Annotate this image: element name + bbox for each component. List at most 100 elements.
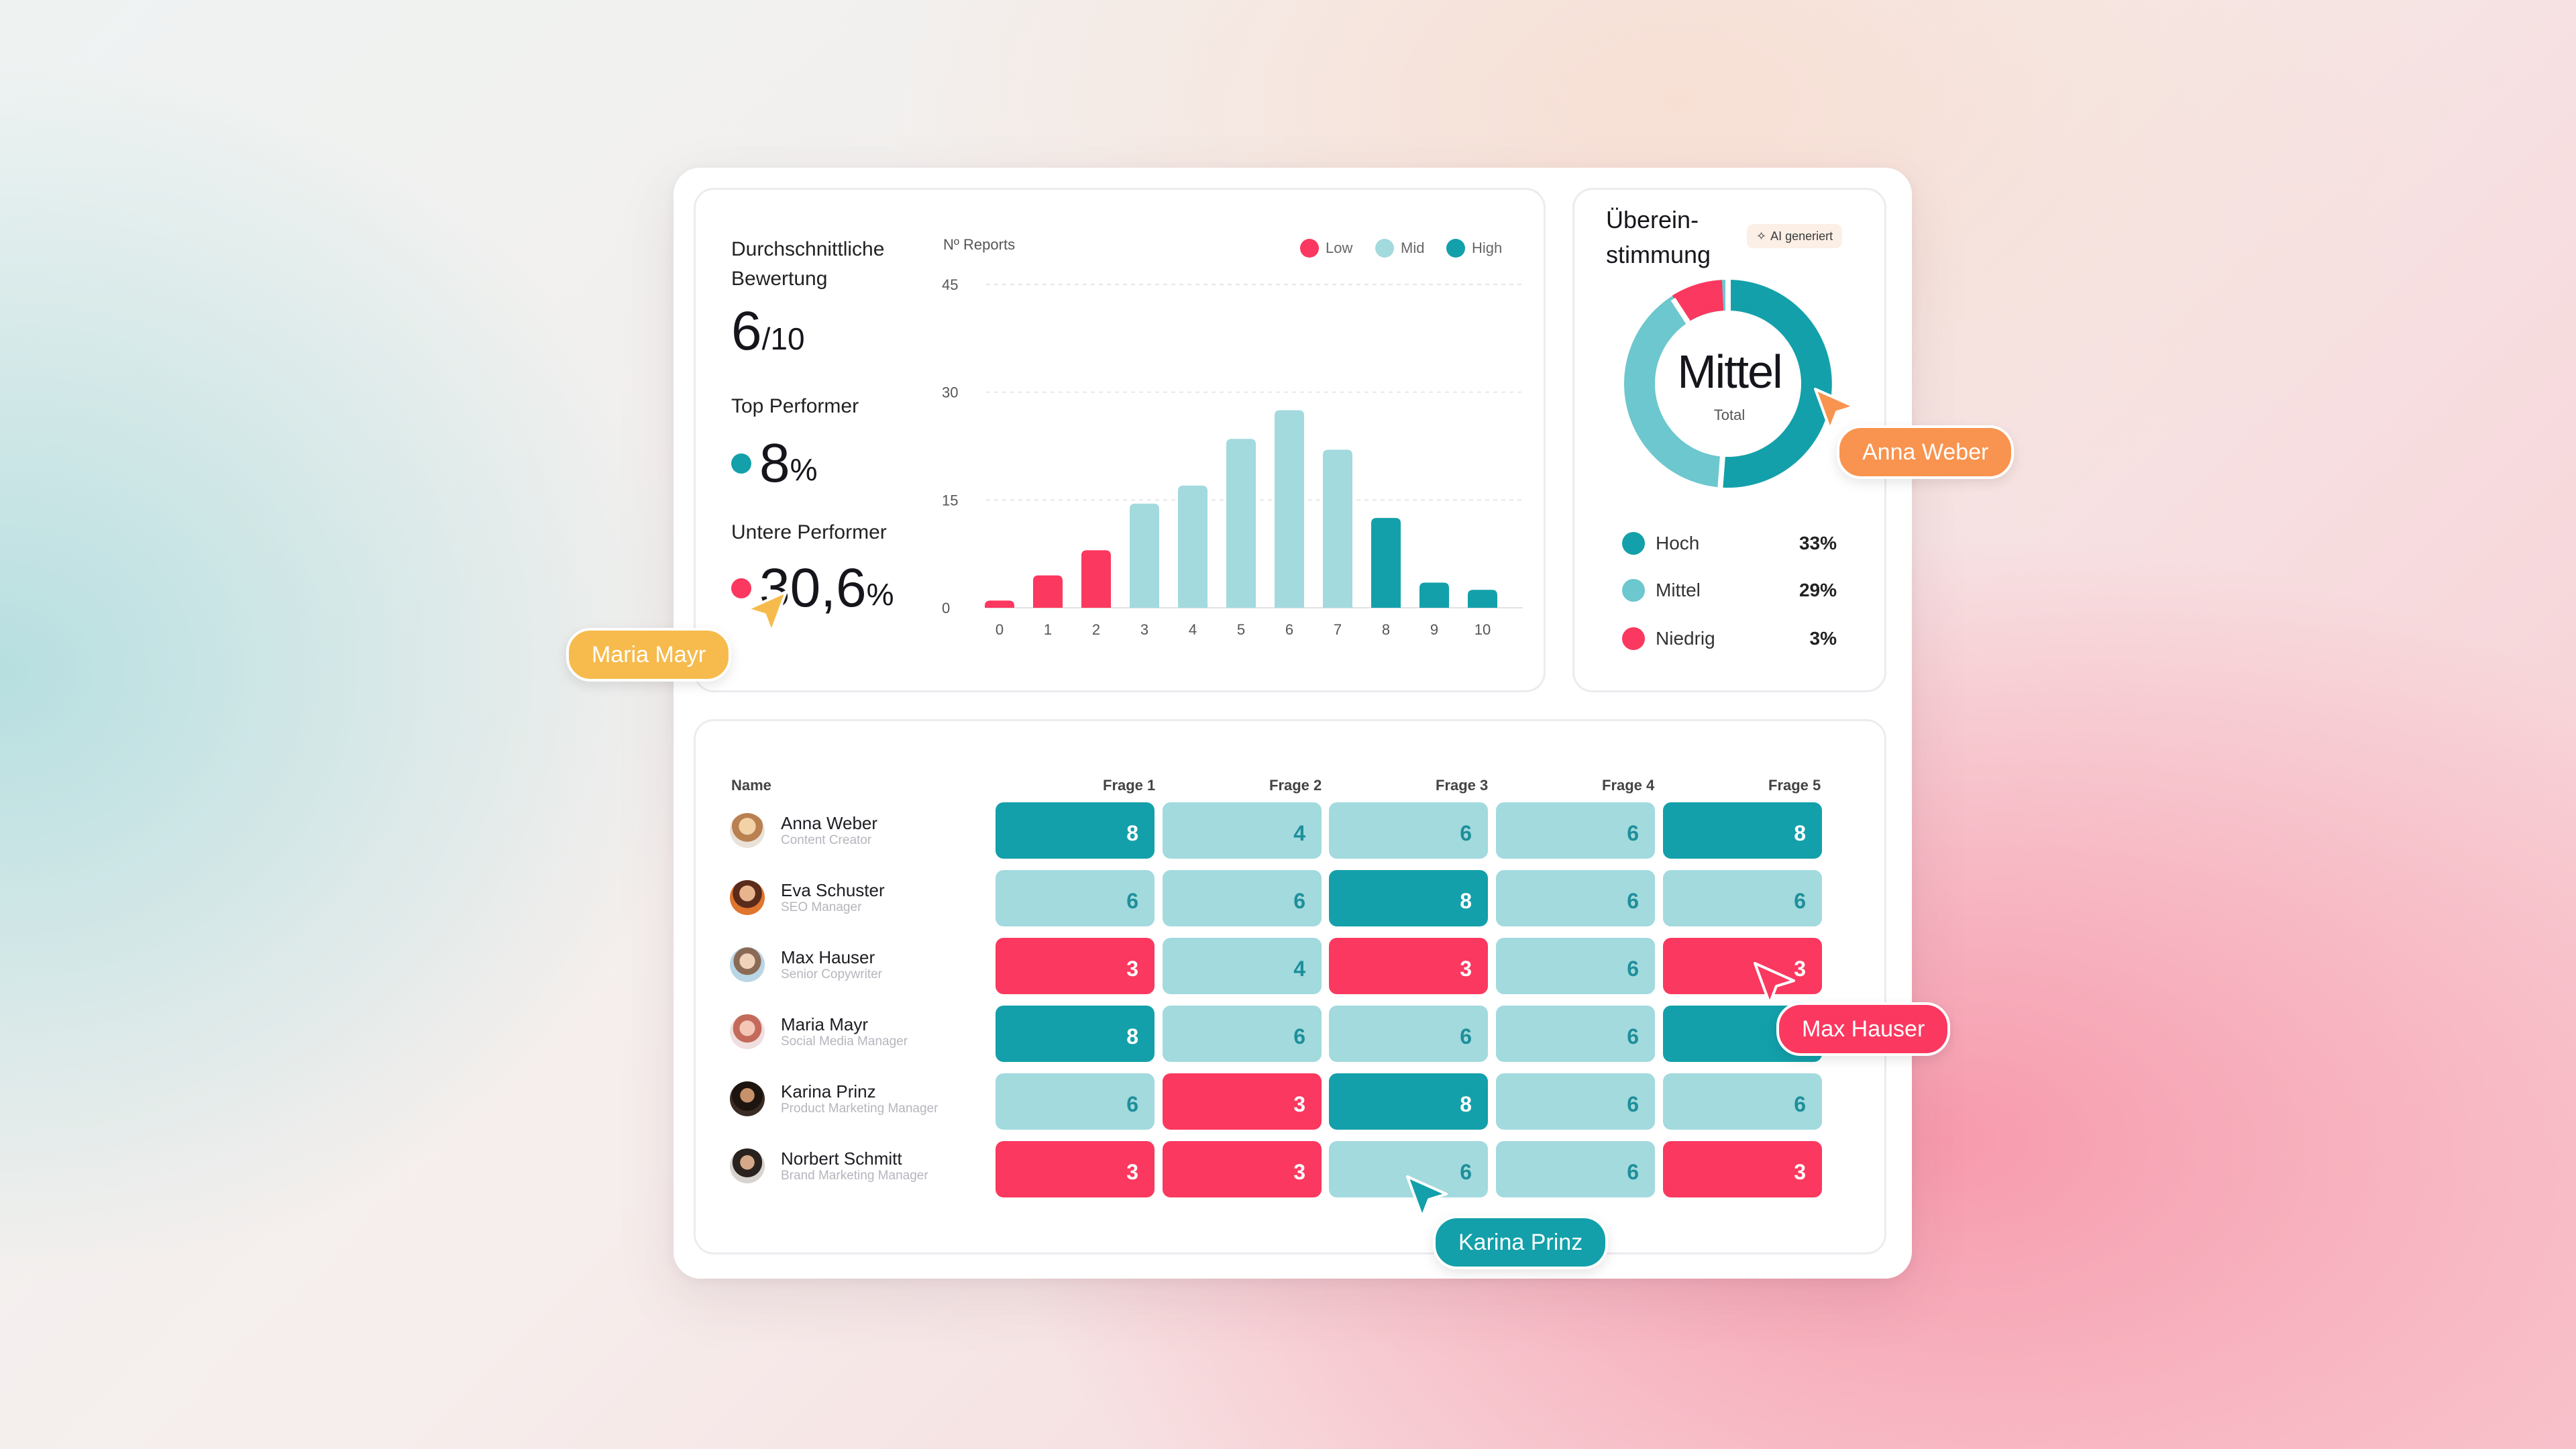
table-row-person[interactable]: Anna Weber Content Creator	[730, 810, 971, 851]
x-tick-label: 6	[1285, 621, 1293, 638]
avatar	[730, 813, 765, 848]
x-tick-label: 10	[1474, 621, 1491, 638]
bar-3[interactable]	[1130, 503, 1159, 608]
score-cell[interactable]: 3	[1329, 938, 1488, 994]
score-cell[interactable]: 8	[1663, 802, 1822, 859]
person-name: Max Hauser	[781, 947, 875, 967]
x-tick-label: 7	[1334, 621, 1342, 638]
average-rating-value: 6/10	[731, 301, 805, 362]
y-tick-label: 15	[942, 492, 958, 508]
score-cell[interactable]: 6	[1663, 870, 1822, 926]
column-header-frage-5[interactable]: Frage 5	[1768, 777, 1821, 794]
bar-5[interactable]	[1226, 439, 1256, 608]
score-cell[interactable]: 6	[1329, 1006, 1488, 1062]
top-performer-dot	[731, 453, 751, 474]
y-tick-label: 30	[942, 384, 958, 401]
score-cell[interactable]: 3	[1163, 1073, 1322, 1130]
score-cell[interactable]: 6	[1163, 1006, 1322, 1062]
donut-segment-niedrig	[1672, 280, 1724, 322]
person-name: Maria Mayr	[781, 1014, 869, 1034]
person-name: Karina Prinz	[781, 1081, 876, 1102]
score-cell[interactable]: 3	[996, 938, 1155, 994]
score-cell[interactable]: 6	[1163, 870, 1322, 926]
score-cell[interactable]: 6	[1329, 1141, 1488, 1197]
ai-generated-badge[interactable]: ✧ AI generiert	[1747, 224, 1843, 248]
agreement-legend-niedrig: Niedrig 3%	[1622, 625, 1837, 652]
sparkle-icon: ✧	[1756, 229, 1767, 243]
y-tick-label: 45	[942, 276, 958, 293]
cursor-arrow-icon	[746, 590, 788, 633]
y-tick-label: 0	[942, 600, 950, 616]
table-row-person[interactable]: Max Hauser Senior Copywriter	[730, 945, 971, 985]
avatar	[730, 1081, 765, 1116]
score-cell[interactable]: 6	[996, 1073, 1155, 1130]
top-performer-value: 8%	[731, 427, 818, 500]
cursor-label-anna: Anna Weber	[1837, 425, 2015, 479]
score-cell[interactable]: 3	[1163, 1141, 1322, 1197]
bar-8[interactable]	[1371, 518, 1401, 608]
table-row-person[interactable]: Karina Prinz Product Marketing Manager	[730, 1079, 971, 1119]
average-rating-label: Durchschnittliche Bewertung	[731, 238, 885, 290]
bar-10[interactable]	[1468, 590, 1497, 608]
x-tick-label: 4	[1189, 621, 1197, 638]
legend-mid-swatch	[1375, 239, 1394, 258]
bar-4[interactable]	[1178, 485, 1208, 608]
bar-9[interactable]	[1419, 582, 1449, 608]
x-tick-label: 2	[1092, 621, 1100, 638]
score-cell[interactable]: 3	[1663, 1141, 1822, 1197]
cursor-label-maria: Maria Mayr	[566, 628, 732, 682]
score-cell[interactable]: 6	[1496, 938, 1655, 994]
column-header-frage-4[interactable]: Frage 4	[1602, 777, 1655, 794]
column-header-frage-3[interactable]: Frage 3	[1436, 777, 1489, 794]
agreement-center-sub: Total	[1713, 407, 1746, 423]
legend-low-swatch	[1300, 239, 1319, 258]
score-cell[interactable]: 6	[996, 870, 1155, 926]
cursor-arrow-icon	[1754, 962, 1795, 1005]
mittel-dot	[1622, 579, 1645, 602]
x-tick-label: 3	[1140, 621, 1148, 638]
avatar	[730, 1014, 765, 1049]
score-cell[interactable]: 6	[1496, 870, 1655, 926]
score-cell[interactable]: 3	[996, 1141, 1155, 1197]
score-cell[interactable]: 8	[996, 1006, 1155, 1062]
score-cell[interactable]: 6	[1663, 1073, 1822, 1130]
top-performer-label: Top Performer	[731, 395, 859, 417]
score-cell[interactable]: 8	[1329, 870, 1488, 926]
bar-2[interactable]	[1081, 550, 1111, 608]
agreement-legend-hoch: Hoch 33%	[1622, 530, 1837, 557]
bar-7[interactable]	[1323, 449, 1352, 608]
column-header-frage-2[interactable]: Frage 2	[1269, 777, 1322, 794]
score-cell[interactable]: 6	[1496, 1006, 1655, 1062]
legend-high: High	[1446, 239, 1502, 258]
column-header-frage-1[interactable]: Frage 1	[1103, 777, 1156, 794]
table-row-person[interactable]: Eva Schuster SEO Manager	[730, 877, 971, 918]
bar-0[interactable]	[985, 600, 1014, 608]
person-name: Norbert Schmitt	[781, 1148, 902, 1169]
score-cell[interactable]: 4	[1163, 938, 1322, 994]
agreement-donut-chart	[1624, 276, 1832, 491]
cursor-arrow-icon	[1814, 388, 1856, 431]
avatar	[730, 880, 765, 915]
donut-hole	[1655, 311, 1801, 457]
cursor-arrow-icon	[1406, 1175, 1448, 1218]
score-cell[interactable]: 6	[1496, 1073, 1655, 1130]
x-tick-label: 5	[1237, 621, 1245, 638]
hoch-dot	[1622, 532, 1645, 555]
score-cell[interactable]: 6	[1496, 1141, 1655, 1197]
person-role: SEO Manager	[781, 900, 862, 914]
score-cell[interactable]: 3	[1663, 938, 1822, 994]
score-cell[interactable]: 4	[1163, 802, 1322, 859]
person-role: Content Creator	[781, 833, 872, 847]
avatar	[730, 947, 765, 982]
bar-6[interactable]	[1275, 410, 1304, 608]
bar-1[interactable]	[1033, 575, 1063, 608]
niedrig-dot	[1622, 627, 1645, 650]
score-cell[interactable]: 6	[1329, 802, 1488, 859]
score-cell[interactable]: 6	[1496, 802, 1655, 859]
table-row-person[interactable]: Maria Mayr Social Media Manager	[730, 1012, 971, 1052]
score-cell[interactable]: 8	[996, 802, 1155, 859]
score-cell[interactable]: 8	[1329, 1073, 1488, 1130]
table-row-person[interactable]: Norbert Schmitt Brand Marketing Manager	[730, 1146, 971, 1186]
person-name: Anna Weber	[781, 813, 878, 833]
legend-high-swatch	[1446, 239, 1465, 258]
